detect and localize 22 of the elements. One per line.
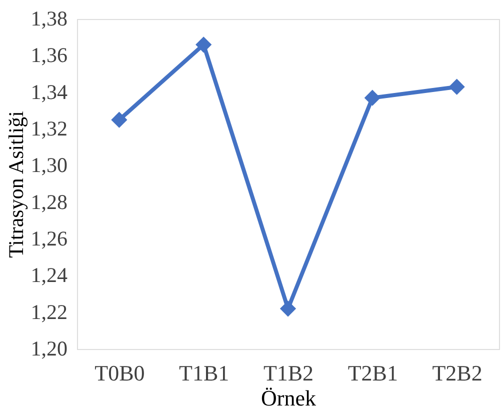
- y-tick-label: 1,26: [30, 226, 68, 250]
- point: [364, 90, 380, 106]
- y-tick-label: 1,32: [30, 116, 68, 140]
- y-tick-label: 1,28: [30, 190, 68, 214]
- x-tick-label: T0B0: [94, 360, 145, 386]
- x-tick-label: T2B1: [348, 360, 398, 386]
- x-axis-title: Örnek: [261, 386, 316, 410]
- y-tick-label: 1,36: [30, 43, 68, 68]
- x-tick-label: T2B2: [432, 360, 482, 386]
- y-tick-label: 1,22: [30, 300, 68, 324]
- y-tick-label: 1,38: [30, 6, 68, 30]
- y-tick-label: 1,24: [30, 263, 68, 288]
- y-tick-label: 1,34: [30, 80, 68, 104]
- point: [280, 300, 296, 317]
- y-axis-title: Titrasyon Asitliği: [4, 110, 28, 258]
- y-tick-label: 1,30: [30, 153, 68, 178]
- point: [196, 36, 212, 53]
- point: [111, 112, 128, 128]
- x-tick-label: T1B1: [179, 360, 230, 386]
- y-tick-label: 1,20: [30, 336, 68, 360]
- point: [448, 78, 465, 95]
- x-tick-label: T1B2: [263, 360, 314, 386]
